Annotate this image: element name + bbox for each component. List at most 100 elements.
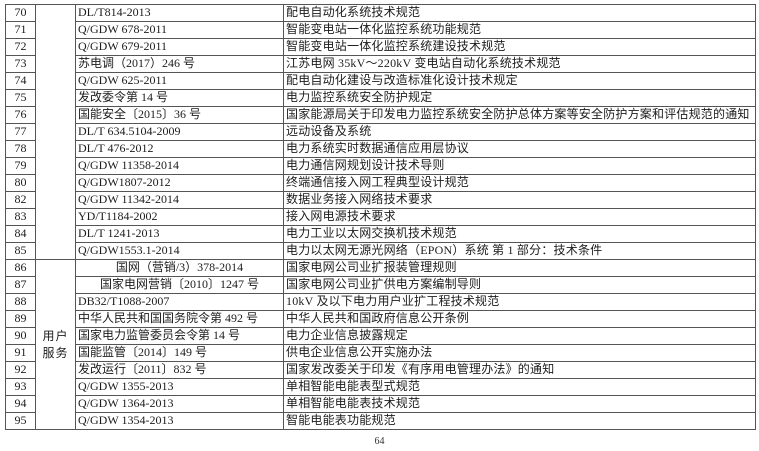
category-cell: 用户 服务 bbox=[35, 259, 76, 430]
row-number-cell: 73 bbox=[5, 55, 36, 73]
table-row: 77 DL/T 634.5104-2009 远动设备及系统 bbox=[5, 123, 756, 141]
standard-name-cell: 远动设备及系统 bbox=[283, 123, 756, 141]
table-row: 90 国家电力监管委员会令第 14 号电力企业信息披露规定 bbox=[5, 327, 756, 345]
table-row: 74 Q/GDW 625-2011 配电自动化建设与改造标准化设计技术规定 bbox=[5, 72, 756, 90]
row-number-cell: 88 bbox=[5, 293, 36, 311]
standard-name-cell: 电力工业以太网交换机技术规范 bbox=[283, 225, 756, 243]
standard-name-cell: 国家能源局关于印发电力监控系统安全防护总体方案等安全防护方案和评估规范的通知 bbox=[283, 106, 756, 124]
table-row: 93 Q/GDW 1355-2013 单相智能电能表型式规范 bbox=[5, 378, 756, 396]
standard-code-cell: DL/T 1241-2013 bbox=[75, 225, 284, 243]
standard-code-cell: 中华人民共和国国务院令第 492 号 bbox=[75, 310, 284, 328]
standard-code-cell: 国能监管〔2014〕149 号 bbox=[75, 344, 284, 362]
table-row: 89 中华人民共和国国务院令第 492 号中华人民共和国政府信息公开条例 bbox=[5, 310, 756, 328]
row-number-cell: 78 bbox=[5, 140, 36, 158]
standard-code-cell: Q/GDW 679-2011 bbox=[75, 38, 284, 56]
table-row: 83 YD/T1184-2002 接入网电源技术要求 bbox=[5, 208, 756, 226]
standard-name-cell: 中华人民共和国政府信息公开条例 bbox=[283, 310, 756, 328]
table-row: 72 Q/GDW 679-2011 智能变电站一体化监控系统建设技术规范 bbox=[5, 38, 756, 56]
row-number-cell: 95 bbox=[5, 412, 36, 430]
row-number-cell: 76 bbox=[5, 106, 36, 124]
standard-name-cell: 智能变电站一体化监控系统建设技术规范 bbox=[283, 38, 756, 56]
table-row: 91 国能监管〔2014〕149 号供电企业信息公开实施办法 bbox=[5, 344, 756, 362]
standard-code-cell: DB32/T1088-2007 bbox=[75, 293, 284, 311]
table-row: 70 DL/T814-2013 配电自动化系统技术规范 bbox=[5, 4, 756, 260]
standard-name-cell: 智能电能表功能规范 bbox=[283, 412, 756, 430]
table-row: 84 DL/T 1241-2013 电力工业以太网交换机技术规范 bbox=[5, 225, 756, 243]
standard-code-cell: Q/GDW1807-2012 bbox=[75, 174, 284, 192]
standard-code-cell: Q/GDW 11358-2014 bbox=[75, 157, 284, 175]
table-row: 94 Q/GDW 1364-2013 单相智能电能表技术规范 bbox=[5, 395, 756, 413]
page-number: 64 bbox=[374, 436, 385, 447]
table-row: 82 Q/GDW 11342-2014 数据业务接入网络技术要求 bbox=[5, 191, 756, 209]
standard-name-cell: 终端通信接入网工程典型设计规范 bbox=[283, 174, 756, 192]
row-number-cell: 94 bbox=[5, 395, 36, 413]
table-row: 71 Q/GDW 678-2011 智能变电站一体化监控系统功能规范 bbox=[5, 21, 756, 39]
standard-code-cell: DL/T 476-2012 bbox=[75, 140, 284, 158]
standard-name-cell: 配电自动化系统技术规范 bbox=[283, 4, 756, 22]
row-number-cell: 83 bbox=[5, 208, 36, 226]
category-label-line: 用户 bbox=[42, 328, 69, 343]
standard-code-cell: Q/GDW 11342-2014 bbox=[75, 191, 284, 209]
table-row: 86 用户 服务 国网（营销/3）378-2014 国家电网公司业扩报装管理规则 bbox=[5, 259, 756, 430]
standard-code-cell: Q/GDW 678-2011 bbox=[75, 21, 284, 39]
row-number-cell: 72 bbox=[5, 38, 36, 56]
standard-code-cell: DL/T814-2013 bbox=[75, 4, 284, 22]
standard-name-cell: 江苏电网 35kV～220kV 变电站自动化系统技术规范 bbox=[283, 55, 756, 73]
table-row: 87 国家电网营销〔2010〕1247 号国家电网公司业扩供电方案编制导则 bbox=[5, 276, 756, 294]
standard-name-cell: 电力以太网无源光网络（EPON）系统 第 1 部分：技术条件 bbox=[283, 242, 756, 260]
table-row: 79 Q/GDW 11358-2014 电力通信网规划设计技术导则 bbox=[5, 157, 756, 175]
row-number-cell: 71 bbox=[5, 21, 36, 39]
row-number-cell: 70 bbox=[5, 4, 36, 22]
row-number-cell: 89 bbox=[5, 310, 36, 328]
standard-name-cell: 供电企业信息公开实施办法 bbox=[283, 344, 756, 362]
standard-code-cell: Q/GDW 625-2011 bbox=[75, 72, 284, 90]
standard-name-cell: 单相智能电能表型式规范 bbox=[283, 378, 756, 396]
standard-code-cell: Q/GDW 1364-2013 bbox=[75, 395, 284, 413]
table-row: 75 发改委令第 14 号电力监控系统安全防护规定 bbox=[5, 89, 756, 107]
row-number-cell: 90 bbox=[5, 327, 36, 345]
row-number-cell: 93 bbox=[5, 378, 36, 396]
table-row: 88 DB32/T1088-2007 10kV 及以下电力用户业扩工程技术规范 bbox=[5, 293, 756, 311]
standards-table: 70 DL/T814-2013 配电自动化系统技术规范 71 Q/GDW 678-201… bbox=[5, 4, 756, 430]
row-number-cell: 87 bbox=[5, 276, 36, 294]
table-row: 73 苏电调（2017）246 号江苏电网 35kV～220kV 变电站自动化系统… bbox=[5, 55, 756, 73]
row-number-cell: 85 bbox=[5, 242, 36, 260]
standard-name-cell: 国家电网公司业扩供电方案编制导则 bbox=[283, 276, 756, 294]
standard-name-cell: 国家发改委关于印发《有序用电管理办法》的通知 bbox=[283, 361, 756, 379]
standard-code-cell: 苏电调（2017）246 号 bbox=[75, 55, 284, 73]
row-number-cell: 75 bbox=[5, 89, 36, 107]
row-number-cell: 79 bbox=[5, 157, 36, 175]
standard-code-cell: 国家电力监管委员会令第 14 号 bbox=[75, 327, 284, 345]
standard-name-cell: 电力通信网规划设计技术导则 bbox=[283, 157, 756, 175]
table-row: 76 国能安全〔2015〕36 号国家能源局关于印发电力监控系统安全防护总体方案等… bbox=[5, 106, 756, 124]
row-number-cell: 84 bbox=[5, 225, 36, 243]
table-row: 78 DL/T 476-2012 电力系统实时数据通信应用层协议 bbox=[5, 140, 756, 158]
standard-name-cell: 电力企业信息披露规定 bbox=[283, 327, 756, 345]
row-number-cell: 80 bbox=[5, 174, 36, 192]
standard-name-cell: 单相智能电能表技术规范 bbox=[283, 395, 756, 413]
standard-code-cell: YD/T1184-2002 bbox=[75, 208, 284, 226]
table-row: 95 Q/GDW 1354-2013 智能电能表功能规范 bbox=[5, 412, 756, 430]
standard-code-cell: Q/GDW 1354-2013 bbox=[75, 412, 284, 430]
row-number-cell: 77 bbox=[5, 123, 36, 141]
standard-name-cell: 数据业务接入网络技术要求 bbox=[283, 191, 756, 209]
row-number-cell: 86 bbox=[5, 259, 36, 277]
standard-code-cell: 国能安全〔2015〕36 号 bbox=[75, 106, 284, 124]
row-number-cell: 74 bbox=[5, 72, 36, 90]
row-number-cell: 92 bbox=[5, 361, 36, 379]
table-row: 92 发改运行〔2011〕832 号国家发改委关于印发《有序用电管理办法》的通知 bbox=[5, 361, 756, 379]
standards-table-body: 70 DL/T814-2013 配电自动化系统技术规范 71 Q/GDW 678-201… bbox=[5, 4, 756, 430]
standard-name-cell: 10kV 及以下电力用户业扩工程技术规范 bbox=[283, 293, 756, 311]
standard-code-cell: Q/GDW1553.1-2014 bbox=[75, 242, 284, 260]
standard-name-cell: 智能变电站一体化监控系统功能规范 bbox=[283, 21, 756, 39]
standard-code-cell: 国网（营销/3）378-2014 bbox=[75, 259, 284, 277]
category-cell bbox=[35, 4, 76, 260]
category-label-line: 服务 bbox=[42, 345, 69, 360]
standard-name-cell: 电力监控系统安全防护规定 bbox=[283, 89, 756, 107]
standard-code-cell: 发改运行〔2011〕832 号 bbox=[75, 361, 284, 379]
standard-name-cell: 配电自动化建设与改造标准化设计技术规定 bbox=[283, 72, 756, 90]
row-number-cell: 82 bbox=[5, 191, 36, 209]
standard-code-cell: DL/T 634.5104-2009 bbox=[75, 123, 284, 141]
standard-name-cell: 接入网电源技术要求 bbox=[283, 208, 756, 226]
table-row: 80 Q/GDW1807-2012 终端通信接入网工程典型设计规范 bbox=[5, 174, 756, 192]
